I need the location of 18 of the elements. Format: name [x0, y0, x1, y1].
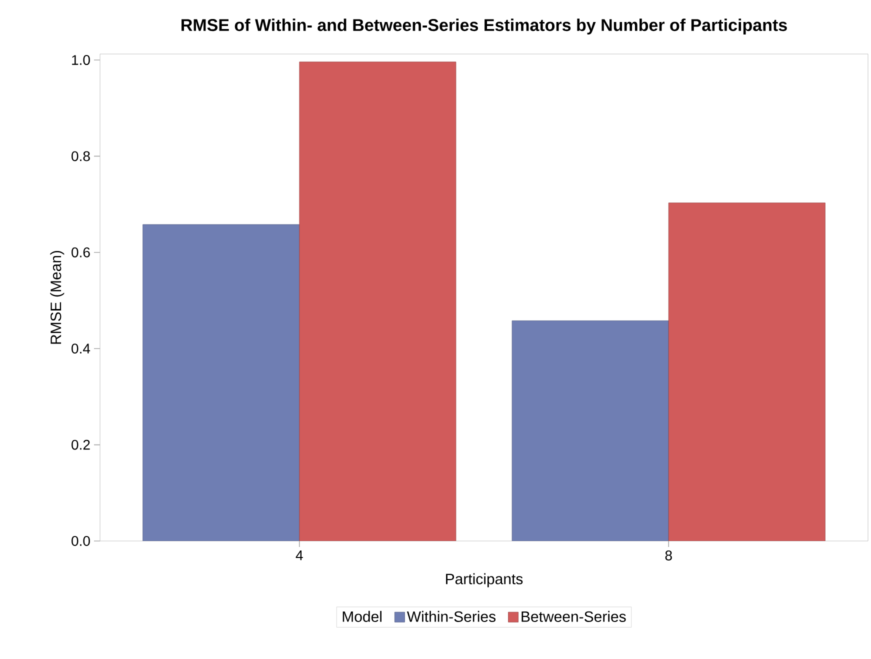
chart-title: RMSE of Within- and Between-Series Estimators by Number of Participants	[182, 18, 787, 34]
y-tick-label: 1.0	[72, 55, 90, 65]
bar	[142, 224, 300, 541]
y-tick-label: 0.4	[72, 344, 90, 354]
legend-title: Model	[342, 610, 382, 622]
legend-label: Between-Series	[522, 610, 626, 622]
legend-label: Within-Series	[406, 610, 496, 622]
y-tick-label: 0.6	[72, 247, 90, 258]
bar	[299, 62, 456, 541]
x-tick-label: 8	[665, 550, 672, 560]
y-tick-label: 0.0	[72, 536, 90, 546]
x-tick-label: 4	[296, 550, 303, 560]
bar	[668, 202, 826, 541]
y-tick-label: 0.2	[72, 440, 90, 450]
bar	[512, 320, 669, 541]
y-axis-title: RMSE (Mean)	[50, 250, 64, 344]
x-axis-title: Participants	[446, 573, 523, 588]
y-tick-label: 0.8	[72, 151, 90, 162]
